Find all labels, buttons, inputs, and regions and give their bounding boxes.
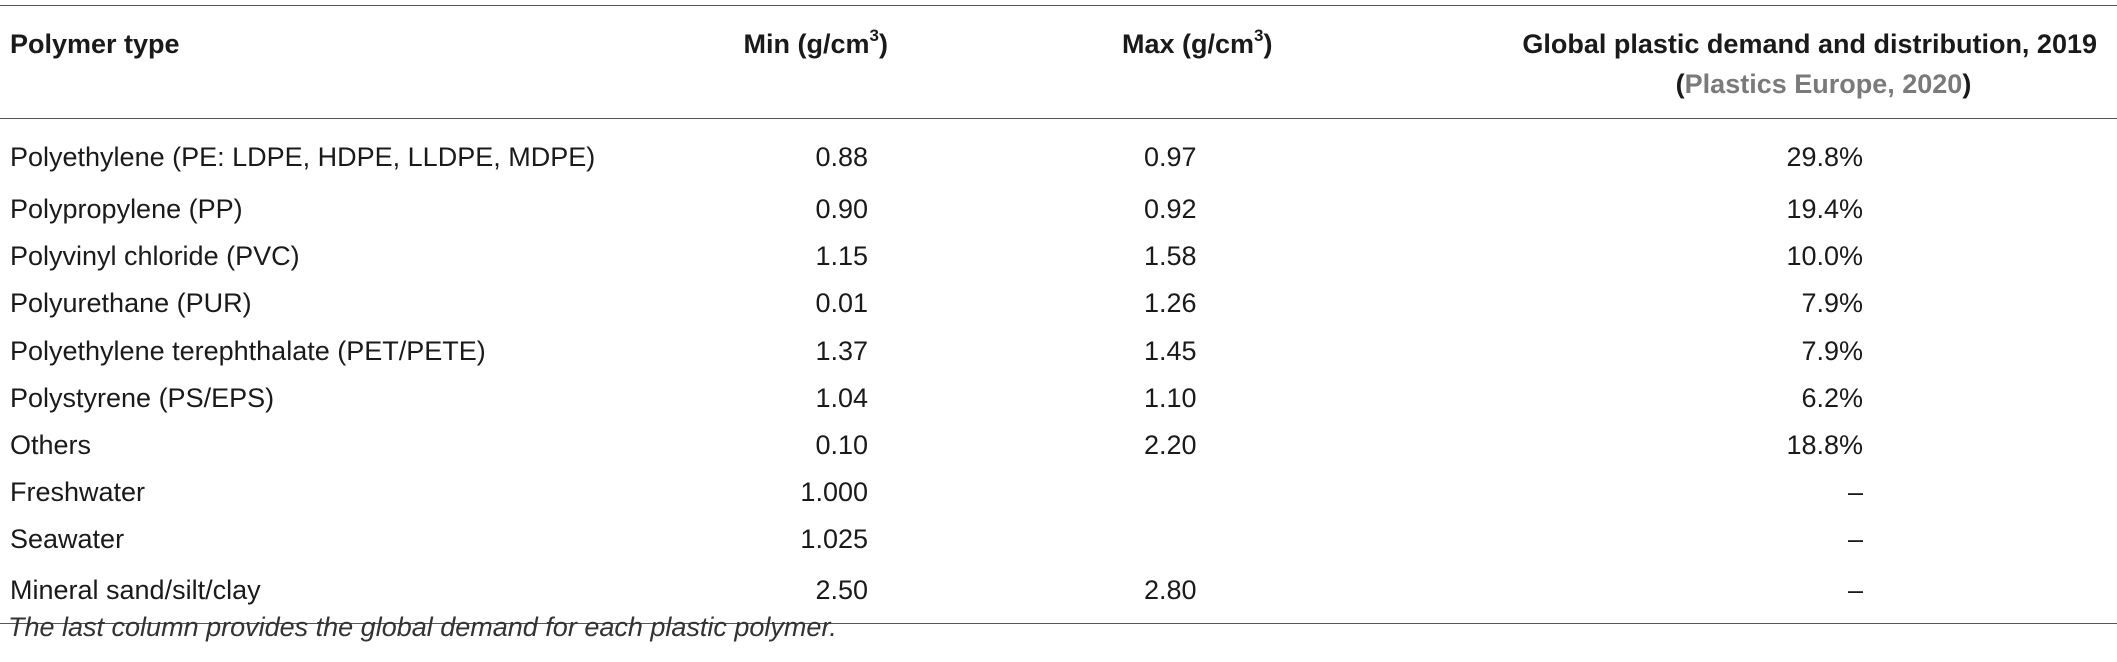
cell-max: 2.20 (1144, 430, 1197, 461)
cell-max: 0.92 (1144, 194, 1197, 225)
cell-min: 2.50 (640, 563, 1120, 624)
table-row: Polystyrene (PS/EPS) 1.04 1.10 6.2% (0, 375, 2117, 422)
cell-polymer: Polystyrene (PS/EPS) (10, 382, 275, 413)
cell-max: 2.80 (1120, 563, 1350, 624)
header-min-label: Min (g/cm (743, 29, 870, 59)
table-row: Freshwater 1.000 – (0, 469, 2117, 516)
citation-link[interactable]: Plastics Europe, 2020 (1684, 69, 1963, 99)
citation-open-paren: ( (1675, 69, 1685, 99)
cell-demand: 7.9% (1801, 335, 1863, 366)
header-min-close: ) (879, 29, 888, 59)
cell-demand: 6.2% (1801, 382, 1863, 413)
header-max-density: Max (g/cm3) (1120, 5, 1350, 119)
cell-min: 1.04 (815, 382, 868, 413)
header-min-density: Min (g/cm3) (640, 5, 1120, 119)
cell-min: 1.37 (815, 335, 868, 366)
header-min-superscript: 3 (869, 26, 879, 45)
cell-polymer: Polyvinyl chloride (PVC) (10, 241, 300, 272)
header-max-close: ) (1263, 29, 1273, 59)
cell-min: 0.10 (815, 430, 868, 461)
cell-max: 1.26 (1144, 288, 1197, 319)
table-row: Polyethylene terephthalate (PET/PETE) 1.… (0, 328, 2117, 375)
cell-demand: – (1847, 477, 1863, 508)
cell-polymer: Others (10, 430, 92, 461)
table-footnote: The last column provides the global dema… (8, 612, 837, 642)
cell-min: 0.88 (815, 142, 868, 172)
cell-max: 1.45 (1144, 335, 1197, 366)
cell-max: 0.97 (1144, 142, 1197, 172)
cell-demand: 10.0% (1786, 241, 1863, 272)
cell-demand: 29.8% (1786, 142, 1863, 172)
cell-min: 1.025 (800, 524, 868, 555)
table-header-row: Polymer type Min (g/cm3) Max (g/cm3) Glo… (0, 5, 2117, 119)
cell-polymer: Polypropylene (PP) (10, 194, 243, 225)
cell-min: 0.90 (815, 194, 868, 225)
cell-demand: 7.9% (1801, 288, 1863, 319)
header-max-label: Max (g/cm (1122, 29, 1255, 59)
cell-min: 0.01 (815, 288, 868, 319)
header-demand-title: Global plastic demand and distribution, … (1522, 29, 2097, 59)
header-demand-citation: (Plastics Europe, 2020) (1350, 64, 2097, 104)
polymer-density-table: Polymer type Min (g/cm3) Max (g/cm3) Glo… (0, 5, 2117, 624)
table-row: Seawater 1.025 – (0, 516, 2117, 563)
cell-polymer: Polyethylene (PE: LDPE, HDPE, LLDPE, MDP… (10, 142, 596, 172)
table-row: Mineral sand/silt/clay 2.50 2.80 – (0, 563, 2117, 624)
table-row: Polyurethane (PUR) 0.01 1.26 7.9% (0, 280, 2117, 327)
cell-polymer: Polyurethane (PUR) (10, 288, 252, 319)
table-row: Polypropylene (PP) 0.90 0.92 19.4% (0, 186, 2117, 233)
cell-min: 1.000 (800, 477, 868, 508)
cell-max (1120, 469, 1350, 516)
citation-close-paren: ) (1962, 69, 1972, 99)
header-polymer-type: Polymer type (0, 5, 640, 119)
table-body: Polyethylene (PE: LDPE, HDPE, LLDPE, MDP… (0, 119, 2117, 624)
cell-max: 1.58 (1144, 241, 1197, 272)
cell-demand: – (1350, 563, 2117, 624)
table-row: Others 0.10 2.20 18.8% (0, 422, 2117, 469)
cell-max: 1.10 (1144, 382, 1197, 413)
cell-demand: – (1847, 524, 1863, 555)
cell-polymer: Seawater (10, 524, 125, 555)
cell-polymer: Mineral sand/silt/clay (0, 563, 640, 624)
cell-polymer: Freshwater (10, 477, 146, 508)
cell-max (1120, 516, 1350, 563)
header-global-demand: Global plastic demand and distribution, … (1350, 5, 2117, 119)
cell-demand: 19.4% (1786, 194, 1863, 225)
header-max-superscript: 3 (1254, 26, 1264, 45)
density-table-container: Polymer type Min (g/cm3) Max (g/cm3) Glo… (0, 5, 2117, 624)
cell-polymer: Polyethylene terephthalate (PET/PETE) (10, 335, 486, 366)
cell-min: 1.15 (815, 241, 868, 272)
cell-demand: 18.8% (1786, 430, 1863, 461)
table-row: Polyethylene (PE: LDPE, HDPE, LLDPE, MDP… (0, 119, 2117, 187)
table-row: Polyvinyl chloride (PVC) 1.15 1.58 10.0% (0, 233, 2117, 280)
header-polymer-label: Polymer type (10, 29, 180, 59)
